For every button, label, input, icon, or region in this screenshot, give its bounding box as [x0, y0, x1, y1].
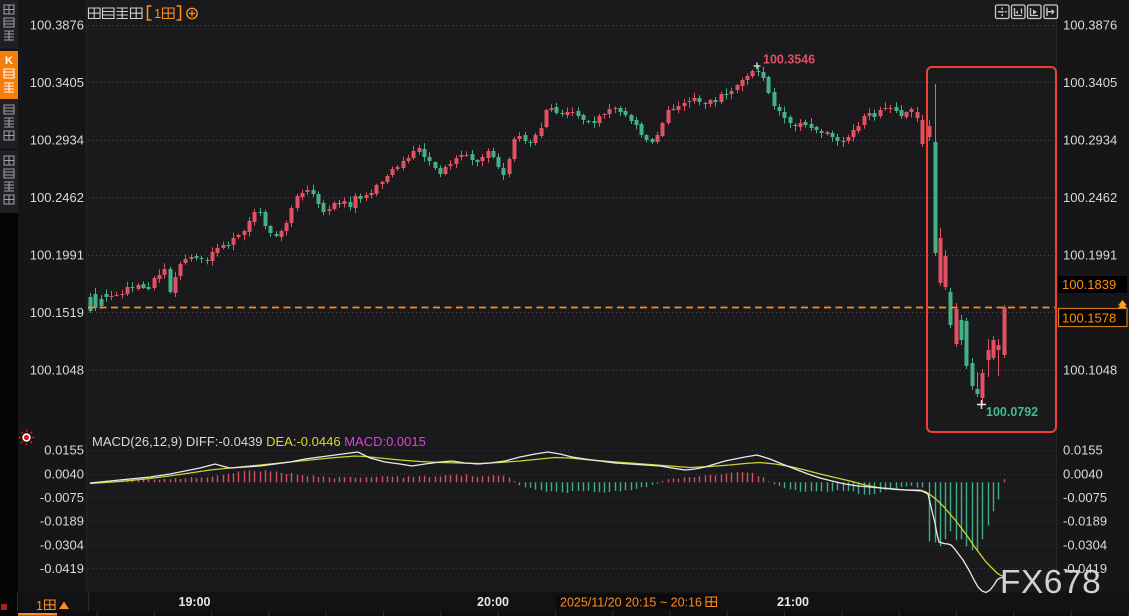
svg-text:100.3876: 100.3876 — [30, 18, 84, 33]
svg-text:1: 1 — [154, 6, 161, 21]
svg-text:100.3876: 100.3876 — [1063, 18, 1117, 33]
svg-text:-0.0304: -0.0304 — [40, 538, 84, 553]
svg-text:2025/11/20 20:15 ~ 20:16: 2025/11/20 20:15 ~ 20:16 — [560, 596, 702, 610]
svg-text:100.0792: 100.0792 — [986, 405, 1038, 419]
svg-text:100.1578: 100.1578 — [1062, 311, 1116, 326]
svg-text:100.3405: 100.3405 — [1063, 75, 1117, 90]
svg-text:1: 1 — [36, 599, 43, 613]
svg-text:100.2462: 100.2462 — [30, 190, 84, 205]
svg-text:100.3546: 100.3546 — [763, 53, 815, 67]
svg-text:100.1991: 100.1991 — [30, 248, 84, 263]
svg-text:FX678: FX678 — [1000, 564, 1101, 601]
svg-text:-0.0189: -0.0189 — [1063, 514, 1107, 529]
svg-text:MACD(26,12,9) DIFF:-0.0439 DE: MACD(26,12,9) DIFF:-0.0439 DEA:-0.0446 M… — [92, 434, 426, 449]
svg-text:K: K — [5, 55, 13, 67]
svg-text:100.1048: 100.1048 — [1063, 363, 1117, 378]
svg-text:100.2934: 100.2934 — [30, 133, 84, 148]
svg-text:21:00: 21:00 — [777, 595, 809, 609]
svg-text:20:00: 20:00 — [477, 595, 509, 609]
svg-text:-0.0419: -0.0419 — [1063, 561, 1107, 576]
svg-text:-0.0304: -0.0304 — [1063, 538, 1107, 553]
svg-text:100.1839: 100.1839 — [1062, 277, 1116, 292]
svg-text:100.2462: 100.2462 — [1063, 190, 1117, 205]
svg-text:100.1048: 100.1048 — [30, 363, 84, 378]
svg-text:0.0155: 0.0155 — [44, 443, 84, 458]
svg-text:100.1519: 100.1519 — [30, 305, 84, 320]
svg-text:100.2934: 100.2934 — [1063, 133, 1117, 148]
svg-text:19:00: 19:00 — [179, 595, 211, 609]
svg-text:100.3405: 100.3405 — [30, 75, 84, 90]
svg-text:0.0040: 0.0040 — [44, 467, 84, 482]
svg-text:-0.0189: -0.0189 — [40, 514, 84, 529]
svg-text:0.0040: 0.0040 — [1063, 467, 1103, 482]
svg-text:-0.0075: -0.0075 — [40, 490, 84, 505]
svg-text:-0.0419: -0.0419 — [40, 561, 84, 576]
svg-text:0.0155: 0.0155 — [1063, 443, 1103, 458]
svg-text:100.1991: 100.1991 — [1063, 248, 1117, 263]
svg-text:-0.0075: -0.0075 — [1063, 490, 1107, 505]
